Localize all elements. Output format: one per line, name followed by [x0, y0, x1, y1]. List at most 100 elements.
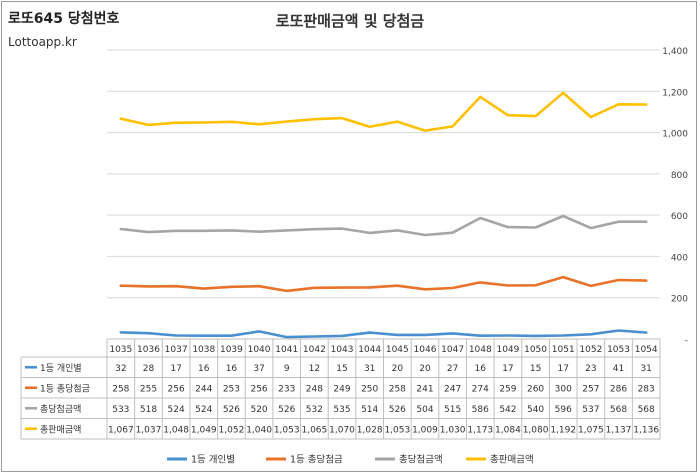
y-tick-label: 400: [671, 253, 688, 263]
x-tick-label: 1036: [137, 345, 160, 355]
legend-label: 1등 개인별: [191, 455, 235, 466]
data-label: 16: [226, 364, 238, 374]
data-label: 241: [416, 384, 433, 394]
data-label: 260: [527, 384, 544, 394]
data-label: 520: [250, 405, 267, 415]
data-label: 1,030: [440, 425, 466, 435]
data-label: 568: [610, 405, 627, 415]
data-label: 15: [336, 364, 347, 374]
data-label: 248: [306, 384, 323, 394]
brand-site: Lottoapp.kr: [8, 35, 77, 49]
data-label: 37: [253, 364, 264, 374]
y-tick-label: 1,000: [662, 130, 688, 140]
data-label: 504: [416, 405, 433, 415]
data-table: 1035 1036 1037 1038 1039 1040 1041 1042 1043 1044…: [20, 338, 661, 440]
data-label: 524: [168, 405, 185, 415]
data-label: 27: [447, 364, 458, 374]
data-label: 250: [361, 384, 378, 394]
x-tick-label: 1035: [109, 345, 132, 355]
data-label: 32: [115, 364, 126, 374]
data-label: 9: [284, 364, 290, 374]
data-label: 23: [585, 364, 596, 374]
data-label: 1,037: [136, 425, 162, 435]
x-tick-label: 1050: [524, 345, 547, 355]
data-label: 1,065: [301, 425, 327, 435]
data-label: 1,192: [550, 425, 576, 435]
legend-label: 총당첨금액: [399, 454, 443, 466]
data-label: 526: [223, 405, 240, 415]
data-label: 568: [638, 405, 655, 415]
row-series-name: 총당첨금액: [40, 403, 81, 415]
data-label: 537: [582, 405, 599, 415]
series-line-3: [119, 91, 648, 132]
data-label: 1,075: [578, 425, 604, 435]
data-label: 286: [610, 384, 627, 394]
data-label: 540: [527, 405, 544, 415]
data-label: 255: [140, 384, 157, 394]
x-tick-label: 1051: [552, 345, 575, 355]
data-label: 244: [195, 384, 212, 394]
row-series-name: 총판매금액: [40, 423, 81, 435]
data-label: 535: [333, 405, 350, 415]
y-tick-label: 800: [671, 171, 688, 181]
data-label: 283: [638, 384, 655, 394]
series-line-2: [119, 214, 648, 237]
x-tick-label: 1045: [386, 345, 409, 355]
grid-layer: [107, 49, 660, 299]
data-label: 41: [613, 364, 624, 374]
data-label: 233: [278, 384, 295, 394]
data-label: 28: [143, 364, 155, 374]
x-tick-label: 1038: [192, 345, 215, 355]
data-label: 15: [530, 364, 541, 374]
data-label: 300: [555, 384, 572, 394]
series-line-0: [119, 329, 648, 339]
data-label: 1,137: [606, 425, 632, 435]
data-label: 16: [475, 364, 487, 374]
data-label: 1,052: [219, 425, 245, 435]
data-label: 17: [170, 364, 181, 374]
legend: 1등 개인별 1등 총당첨금 총당첨금액 총판매금액: [167, 454, 534, 466]
data-label: 20: [419, 364, 431, 374]
data-label: 532: [306, 405, 323, 415]
data-label: 258: [112, 384, 129, 394]
row-series-name: 1등 개인별: [40, 363, 82, 374]
x-tick-label: 1047: [441, 345, 464, 355]
x-tick-label: 1049: [496, 345, 519, 355]
data-label: 1,040: [246, 425, 272, 435]
data-label: 515: [444, 405, 461, 415]
data-label: 17: [557, 364, 568, 374]
series-line-1: [119, 275, 648, 293]
data-label: 1,084: [495, 425, 521, 435]
data-label: 526: [278, 405, 295, 415]
data-label: 247: [444, 384, 461, 394]
legend-label: 1등 총당첨금: [290, 455, 343, 466]
data-label: 256: [250, 384, 267, 394]
data-label: 20: [392, 364, 404, 374]
data-label: 1,009: [412, 425, 438, 435]
y-axis: - 200 400 600 800 1,000 1,200 1,400: [662, 47, 688, 346]
data-label: 274: [472, 384, 489, 394]
x-tick-label: 1052: [579, 345, 602, 355]
y-tick-label: 600: [671, 212, 688, 222]
data-label: 1,080: [523, 425, 549, 435]
data-label: 1,173: [467, 425, 493, 435]
data-label: 514: [361, 405, 378, 415]
data-label: 596: [555, 405, 572, 415]
chart-title: 로또판매금액 및 당첨금: [276, 12, 425, 30]
y-tick-label: 1,200: [662, 88, 688, 98]
data-label: 1,070: [329, 425, 355, 435]
data-label: 17: [502, 364, 513, 374]
x-tick-label: 1042: [303, 345, 326, 355]
plot-area: [119, 91, 648, 339]
data-label: 1,136: [633, 425, 659, 435]
x-tick-label: 1053: [607, 345, 630, 355]
data-label: 31: [640, 364, 651, 374]
data-label: 586: [472, 405, 489, 415]
x-tick-label: 1046: [414, 345, 437, 355]
data-label: 1,028: [357, 425, 383, 435]
row-series-name: 1등 총당첨금: [40, 383, 90, 394]
data-label: 12: [309, 364, 320, 374]
data-label: 1,049: [191, 425, 217, 435]
